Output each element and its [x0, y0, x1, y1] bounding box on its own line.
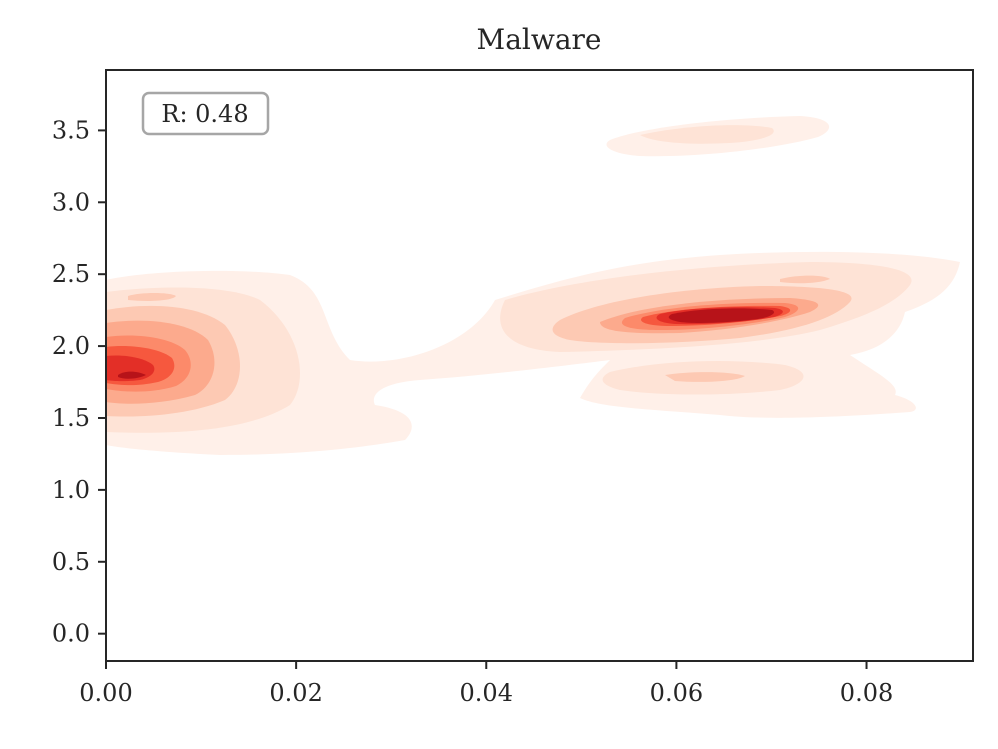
- y-axis: 0.0 0.5 1.0 1.5 2.0 2.5 3.0 3.5: [52, 116, 106, 648]
- y-tick-label: 1.0: [52, 476, 90, 504]
- correlation-annotation-text: R: 0.48: [161, 100, 248, 128]
- x-axis: 0.00 0.02 0.04 0.06 0.08: [79, 661, 893, 707]
- x-tick-label: 0.06: [650, 679, 703, 707]
- density-region-level-3: [665, 372, 745, 382]
- y-tick-label: 2.5: [52, 260, 90, 288]
- x-tick-label: 0.02: [269, 679, 322, 707]
- x-tick-label: 0.00: [79, 679, 132, 707]
- density-region-level-2: [640, 125, 774, 144]
- y-tick-label: 2.0: [52, 332, 90, 360]
- y-tick-label: 3.0: [52, 188, 90, 216]
- density-region-level-3: [128, 293, 176, 301]
- density-contours: [106, 116, 960, 455]
- plot-frame: [105, 69, 974, 662]
- correlation-annotation: R: 0.48: [141, 91, 270, 136]
- y-tick-label: 1.5: [52, 404, 90, 432]
- density-peak: [668, 308, 775, 323]
- y-tick-label: 3.5: [52, 116, 90, 144]
- x-tick-label: 0.08: [840, 679, 893, 707]
- density-peak: [118, 371, 146, 379]
- x-tick-label: 0.04: [460, 679, 513, 707]
- y-tick-label: 0.0: [52, 620, 90, 648]
- chart-title: Malware: [477, 23, 602, 56]
- y-tick-label: 0.5: [52, 548, 90, 576]
- density-region-level-3: [780, 275, 830, 284]
